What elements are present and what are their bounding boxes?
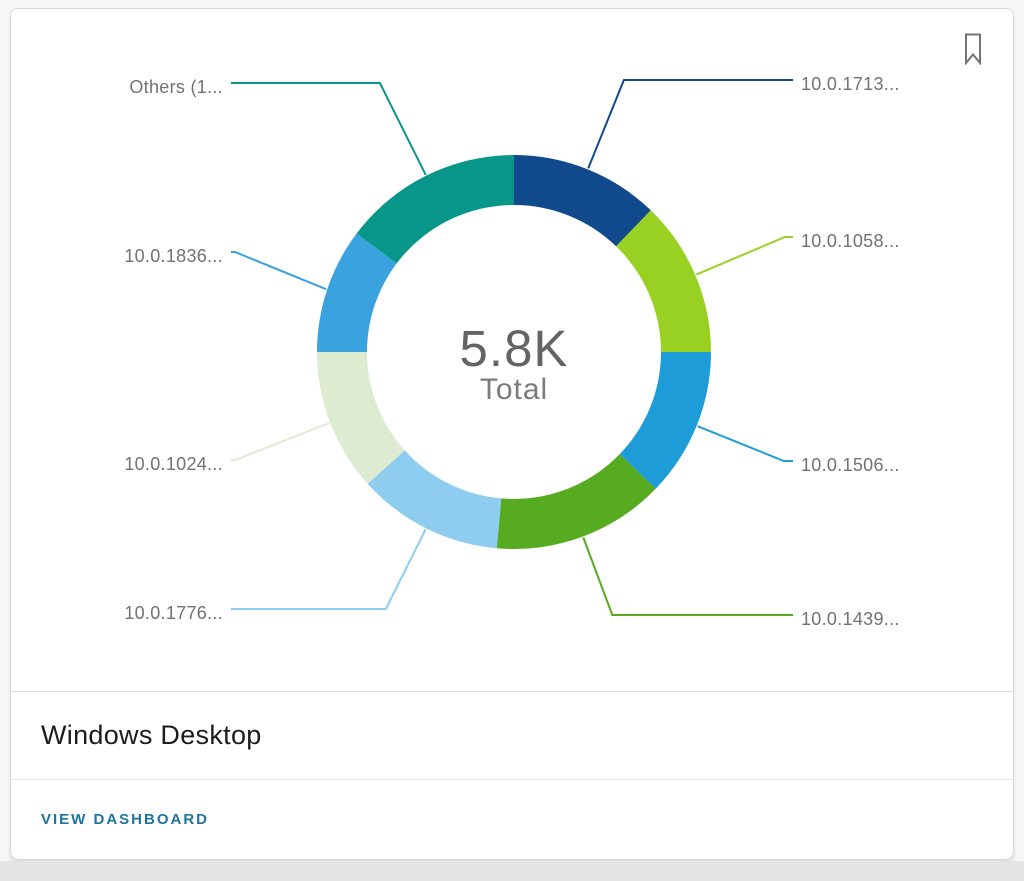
donut-segment-5[interactable] (367, 450, 502, 549)
segment-leader-line (231, 528, 427, 610)
segment-leader-line (587, 79, 793, 169)
segment-label: 10.0.1713... (801, 74, 900, 94)
card-footer: VIEW DASHBOARD (11, 779, 1013, 859)
segment-label: Others (1... (129, 77, 223, 97)
donut-chart-area: 10.0.1713... 10.0.1058... 10.0.1506... 10.0… (11, 9, 1013, 691)
page-background-strip (0, 861, 1024, 881)
segment-leader-line (231, 251, 327, 291)
segment-leader-line (697, 425, 793, 462)
donut-segment-6[interactable] (317, 352, 405, 484)
donut-segment-8[interactable] (356, 155, 514, 264)
view-dashboard-link[interactable]: VIEW DASHBOARD (41, 811, 210, 828)
dashboard-card: 10.0.1713... 10.0.1058... 10.0.1506... 10.0… (10, 8, 1014, 860)
bookmark-button[interactable] (961, 31, 985, 67)
donut-center-value: 5.8K (460, 320, 569, 377)
donut-chart: 10.0.1713... 10.0.1058... 10.0.1506... 10.0… (124, 74, 900, 629)
segment-label: 10.0.1058... (801, 231, 900, 251)
segment-label: 10.0.1024... (124, 454, 223, 474)
segment-leader-line (231, 422, 330, 461)
donut-segment-3[interactable] (619, 352, 711, 489)
card-title-row: Windows Desktop (11, 691, 1013, 779)
bookmark-icon (965, 33, 981, 66)
donut-segment-4[interactable] (496, 454, 656, 550)
segment-leader-line (582, 537, 793, 616)
donut-segment-1[interactable] (514, 155, 651, 247)
segment-leader-line (231, 82, 427, 176)
card-title: Windows Desktop (41, 720, 262, 750)
segment-label: 10.0.1439... (801, 609, 900, 629)
donut-segment-7[interactable] (317, 233, 397, 352)
donut-segment-2[interactable] (616, 210, 711, 352)
segment-leader-line (695, 236, 793, 276)
donut-center-caption: Total (480, 373, 548, 406)
segment-label: 10.0.1836... (124, 246, 223, 266)
segment-label: 10.0.1506... (801, 455, 900, 475)
segment-label: 10.0.1776... (124, 603, 223, 623)
